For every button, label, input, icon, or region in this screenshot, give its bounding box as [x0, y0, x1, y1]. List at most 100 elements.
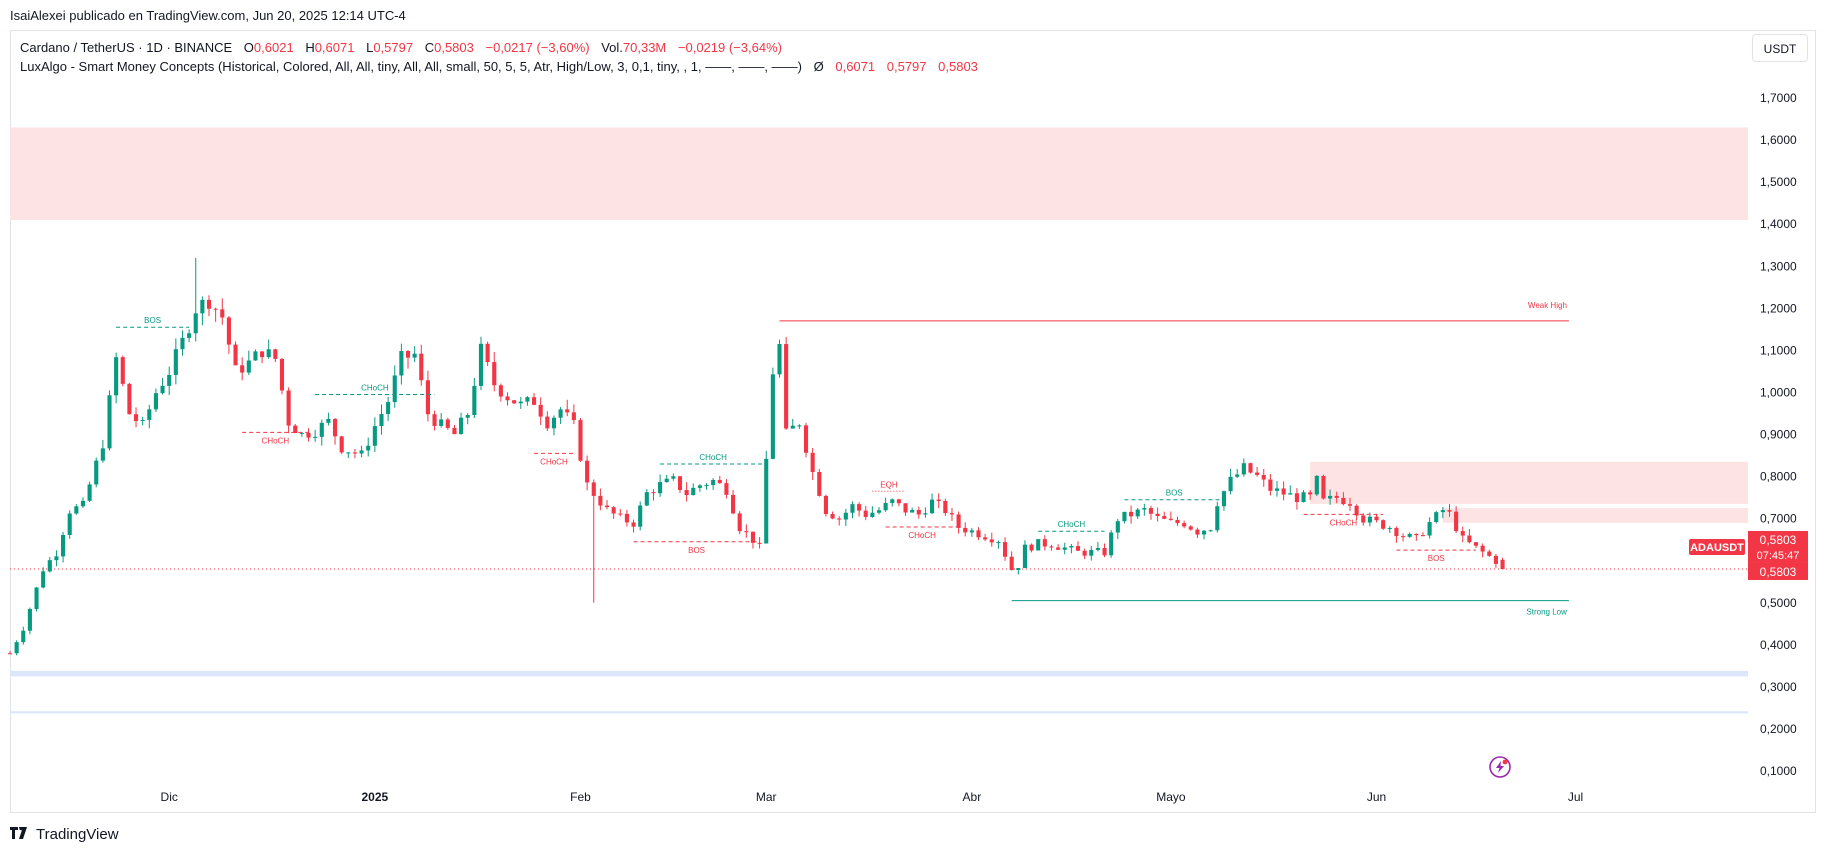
candle — [611, 506, 616, 519]
price-tick-label: 1,5000 — [1760, 175, 1797, 189]
candle — [1009, 551, 1014, 571]
close-label: C — [424, 40, 435, 55]
candle — [313, 429, 318, 442]
price-tick-label: 0,9000 — [1760, 428, 1797, 442]
indicator-title[interactable]: LuxAlgo - Smart Money Concepts (Historic… — [20, 59, 802, 74]
candle — [1500, 557, 1505, 570]
candle-body — [624, 513, 629, 523]
candle — [1268, 474, 1273, 496]
candle-body — [750, 531, 756, 543]
tradingview-brand[interactable]: TradingView — [10, 825, 119, 843]
candle — [976, 527, 981, 540]
candle — [843, 508, 848, 527]
candle — [777, 339, 782, 378]
candle — [114, 352, 119, 404]
candle-body — [293, 425, 298, 434]
candle-body — [299, 432, 304, 434]
candle-body — [1241, 463, 1246, 475]
candle — [140, 416, 145, 426]
open-value: 0,6021 — [253, 40, 294, 55]
candle — [512, 399, 517, 404]
candle-body — [1129, 511, 1134, 517]
candle — [1321, 474, 1326, 500]
candle — [54, 550, 59, 567]
candle-body — [47, 560, 52, 572]
candle-body — [1460, 531, 1465, 536]
candle-body — [339, 436, 344, 453]
candle — [1208, 529, 1213, 532]
candle-body — [1221, 491, 1227, 507]
candle — [1022, 540, 1027, 569]
lightning-icon[interactable] — [1489, 756, 1511, 778]
candle — [1487, 549, 1492, 557]
candle-body — [611, 507, 616, 514]
candle-body — [120, 357, 125, 384]
low-value: 0,5797 — [373, 40, 414, 55]
candle-body — [1321, 475, 1326, 499]
countdown-value: 07:45:47 — [1757, 550, 1800, 562]
candle-body — [1427, 522, 1432, 536]
candle — [823, 494, 828, 517]
currency-button[interactable]: USDT — [1752, 34, 1808, 62]
candle-body — [1420, 535, 1426, 537]
candle-body — [213, 308, 218, 310]
candle-body — [684, 490, 689, 496]
candle-body — [1036, 539, 1041, 551]
candle-body — [830, 513, 835, 519]
time-axis[interactable]: Dic 2025 Feb Mar Abr Mayo Jun Jul — [161, 790, 1584, 804]
chart-frame — [10, 30, 1816, 813]
zone-layer — [10, 127, 1748, 714]
candle — [1095, 542, 1100, 552]
candle — [558, 407, 563, 424]
candle — [604, 500, 610, 510]
candle-body — [1361, 515, 1366, 523]
candle — [180, 330, 185, 356]
candle-body — [930, 499, 935, 514]
price-axis[interactable]: 1,7000 1,6000 1,5000 1,4000 1,3000 1,2000 1,10… — [1760, 91, 1797, 778]
candle-body — [246, 360, 251, 373]
candle — [923, 507, 928, 518]
price-tick-label: 0,4000 — [1760, 638, 1797, 652]
candle — [1414, 533, 1419, 541]
candle-body — [1029, 544, 1034, 551]
candle — [1454, 506, 1459, 534]
demand-zone — [10, 711, 1748, 714]
candle-body — [399, 350, 404, 376]
structure-label: BOS — [1428, 554, 1445, 563]
symbol-legend-row: Cardano / TetherUS · 1D · BINANCE O0,602… — [20, 38, 978, 57]
price-tick-label: 1,2000 — [1760, 301, 1797, 315]
candle — [246, 350, 251, 376]
candle-body — [286, 390, 291, 426]
candle-body — [1328, 495, 1333, 499]
candle — [465, 413, 470, 425]
candle-body — [1135, 509, 1140, 517]
candle — [1314, 475, 1319, 497]
candle — [1261, 468, 1266, 487]
structure-layer: BOS CHoCH CHoCH CHoCH CHoCH BOS EQH CHoCH CHoCH B… — [116, 316, 1477, 563]
candle-body — [87, 484, 92, 501]
candle-body — [691, 487, 696, 496]
candle — [803, 422, 809, 458]
candle-body — [226, 317, 231, 345]
candle-body — [1002, 542, 1008, 557]
candle — [1427, 517, 1432, 539]
candle-body — [551, 417, 557, 429]
candle — [770, 367, 775, 460]
high-value: 0,6071 — [314, 40, 355, 55]
candle — [266, 339, 271, 359]
price-tick-label: 1,6000 — [1760, 133, 1797, 147]
candle-body — [107, 395, 112, 449]
candle — [1168, 511, 1173, 521]
candle-body — [638, 505, 643, 527]
candle — [1341, 492, 1346, 506]
candle-body — [1075, 546, 1081, 551]
candle — [7, 650, 13, 655]
candle-body — [790, 425, 795, 429]
candle — [1440, 506, 1445, 519]
symbol-title[interactable]: Cardano / TetherUS · 1D · BINANCE — [20, 40, 233, 55]
time-tick-label: Mar — [756, 790, 777, 804]
chart-legend: Cardano / TetherUS · 1D · BINANCE O0,602… — [20, 38, 978, 76]
structure-label: EQH — [880, 480, 898, 489]
candle — [306, 428, 311, 442]
